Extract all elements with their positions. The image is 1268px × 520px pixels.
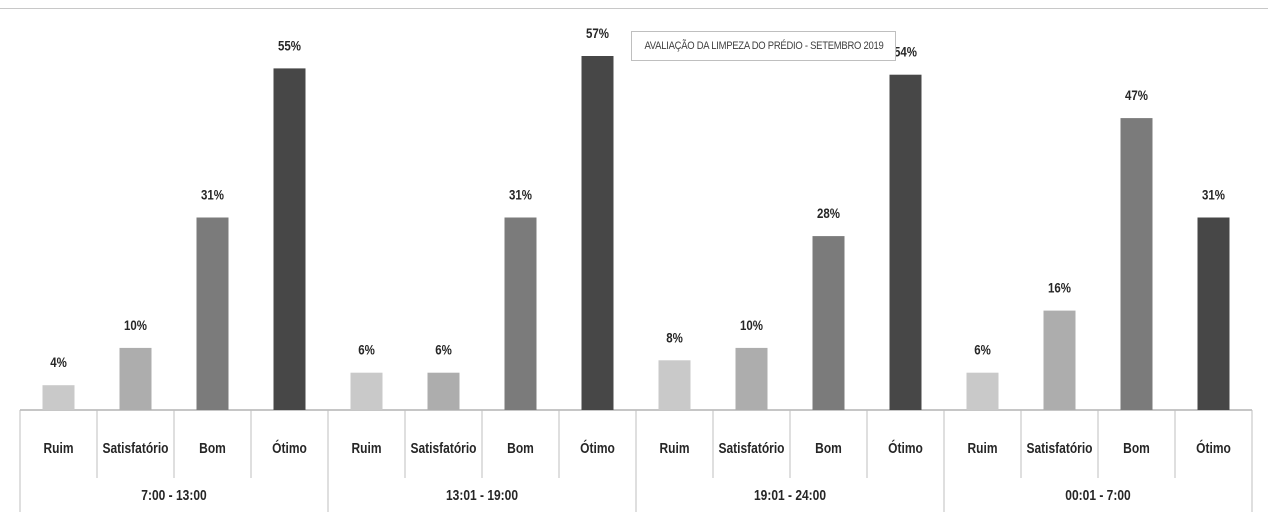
- data-label: 31%: [201, 186, 225, 202]
- bar-2-ótimo: [581, 56, 614, 410]
- chart-title: AVALIAÇÃO DA LIMPEZA DO PRÉDIO - SETEMBR…: [643, 40, 884, 52]
- category-tick-label: Satisfatório: [719, 440, 785, 457]
- data-label: 57%: [586, 25, 610, 41]
- category-tick-label: Bom: [1123, 440, 1150, 457]
- group-tick-label: 13:01 - 19:00: [446, 487, 518, 504]
- category-tick-label: Satisfatório: [411, 440, 477, 457]
- data-label: 31%: [509, 186, 533, 202]
- bar-1-bom: [196, 217, 229, 410]
- bar-1-ruim: [42, 385, 75, 410]
- data-label: 10%: [740, 317, 764, 333]
- data-label: 10%: [124, 317, 148, 333]
- bar-1-satisfatório: [119, 347, 152, 410]
- category-tick-label: Ótimo: [272, 440, 307, 457]
- category-tick-label: Ótimo: [888, 440, 923, 457]
- bar-3-bom: [812, 236, 845, 410]
- chart-title-box: AVALIAÇÃO DA LIMPEZA DO PRÉDIO - SETEMBR…: [631, 31, 896, 61]
- data-label: 6%: [435, 342, 452, 358]
- bar-1-ótimo: [273, 68, 306, 411]
- data-label: 31%: [1202, 186, 1226, 202]
- data-label: 8%: [666, 329, 683, 345]
- bar-4-ruim: [966, 372, 999, 410]
- category-tick-label: Ótimo: [1196, 440, 1231, 457]
- group-tick-label: 19:01 - 24:00: [754, 487, 826, 504]
- chart-top-border: [0, 8, 1268, 9]
- category-tick-label: Ótimo: [580, 440, 615, 457]
- bar-4-satisfatório: [1043, 310, 1076, 410]
- category-tick-label: Ruim: [660, 440, 690, 457]
- bar-3-ótimo: [889, 74, 922, 410]
- bar-2-ruim: [350, 372, 383, 410]
- data-label: 28%: [817, 205, 841, 221]
- group-tick-label: 00:01 - 7:00: [1065, 487, 1130, 504]
- bar-3-ruim: [658, 360, 691, 410]
- category-tick-label: Bom: [507, 440, 534, 457]
- category-tick-label: Bom: [199, 440, 226, 457]
- data-label: 55%: [278, 37, 302, 53]
- category-tick-label: Ruim: [44, 440, 74, 457]
- bar-3-satisfatório: [735, 347, 768, 410]
- data-label: 6%: [358, 342, 375, 358]
- data-label: 6%: [974, 342, 991, 358]
- data-label: 54%: [894, 44, 918, 60]
- data-label: 4%: [50, 354, 67, 370]
- bar-2-satisfatório: [427, 372, 460, 410]
- category-tick-label: Satisfatório: [103, 440, 169, 457]
- bar-2-bom: [504, 217, 537, 410]
- bar-4-ótimo: [1197, 217, 1230, 410]
- bar-4-bom: [1120, 118, 1153, 410]
- category-tick-label: Satisfatório: [1027, 440, 1093, 457]
- category-tick-label: Ruim: [968, 440, 998, 457]
- group-tick-label: 7:00 - 13:00: [141, 487, 206, 504]
- data-label: 47%: [1125, 87, 1149, 103]
- data-label: 16%: [1048, 279, 1072, 295]
- category-tick-label: Bom: [815, 440, 842, 457]
- category-tick-label: Ruim: [352, 440, 382, 457]
